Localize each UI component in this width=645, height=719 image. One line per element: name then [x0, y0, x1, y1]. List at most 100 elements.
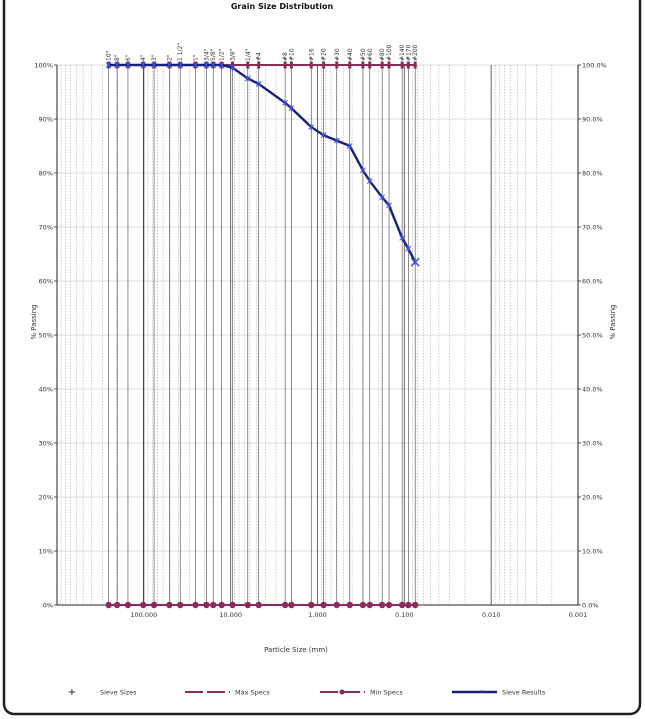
data-series	[105, 61, 420, 609]
y-tick-label-right: 0.0%	[582, 602, 599, 610]
series-point	[114, 62, 120, 68]
series-point	[333, 601, 340, 609]
series-point	[289, 61, 293, 69]
legend-item: * Sieve Results	[452, 689, 546, 697]
y-tick-label-left: 10%	[39, 548, 53, 556]
legend-symbol: +	[68, 687, 76, 698]
series-point	[406, 61, 410, 69]
series-point	[333, 137, 340, 144]
legend-label: Max Specs	[235, 689, 270, 697]
series-point	[257, 61, 261, 69]
y-tick-label-right: 80.0%	[582, 170, 603, 178]
series-point	[124, 601, 132, 609]
series-point	[113, 601, 121, 609]
legend-item: + Sieve Sizes	[68, 687, 137, 698]
x-tick-label: 1.000	[308, 611, 327, 619]
series-point	[308, 601, 315, 609]
y-tick-label-right: 90.0%	[582, 116, 603, 124]
series-point	[105, 62, 112, 68]
sieve-size-label: 1"	[193, 54, 200, 61]
legend-label: Min Specs	[370, 689, 403, 697]
sieve-size-label: 3/4"	[203, 48, 210, 61]
sieve-size-label: 3"	[151, 54, 158, 61]
series-point	[210, 601, 217, 609]
series-point	[380, 61, 384, 69]
sieve-size-label: #16	[308, 48, 315, 61]
y-tick-label-left: 70%	[39, 224, 53, 232]
series-point	[166, 62, 173, 68]
x-tick-label: 0.001	[569, 611, 588, 619]
series-point	[177, 601, 184, 609]
x-tick-label: 0.010	[482, 611, 501, 619]
series-point	[105, 601, 112, 609]
sieve-size-label: #140	[399, 44, 406, 61]
series-point	[150, 601, 158, 609]
sieve-size-label: 2"	[166, 54, 173, 61]
series-point	[320, 601, 327, 609]
y-tick-label-right: 60.0%	[582, 278, 603, 286]
series-point	[399, 234, 405, 241]
sieve-size-label: #4	[256, 52, 263, 61]
sieve-size-label: 1/2"	[219, 48, 226, 61]
sieve-size-label: 4"	[140, 54, 147, 61]
series-point	[192, 601, 199, 609]
series-point	[288, 601, 295, 609]
y-tick-label-right: 50.0%	[582, 332, 603, 340]
sieve-size-label: #80	[379, 48, 386, 61]
legend: + Sieve Sizes Max Specs Min Specs * Sieve Res…	[68, 687, 546, 698]
series-point	[244, 75, 251, 82]
series-point	[308, 124, 315, 131]
series-point	[411, 601, 419, 609]
sieve-size-label: 6"	[125, 54, 132, 61]
y-tick-label-right: 30.0%	[582, 440, 603, 448]
series-point	[366, 178, 373, 185]
y-tick-label-right: 70.0%	[582, 224, 603, 232]
series-point	[366, 601, 373, 609]
series-point	[413, 61, 417, 69]
y-axis-label-left: % Passing	[30, 304, 38, 339]
series-point	[379, 194, 386, 201]
series-end-point	[410, 257, 420, 267]
series-point	[322, 61, 326, 69]
series-point	[192, 62, 199, 68]
series-point	[203, 62, 210, 68]
y-tick-label-left: 20%	[39, 494, 53, 502]
y-tick-label-left: 80%	[39, 170, 53, 178]
y-tick-label-left: 40%	[39, 386, 53, 394]
sieve-size-label: #60	[367, 48, 374, 61]
series-point	[320, 132, 327, 139]
legend-label: Sieve Results	[502, 689, 546, 697]
sieve-size-label: 1/4"	[245, 48, 252, 61]
series-point	[398, 601, 406, 609]
series-point	[378, 601, 386, 609]
sieve-size-label: 8"	[114, 54, 121, 61]
series-point	[385, 601, 393, 609]
x-tick-label: 0.100	[395, 611, 414, 619]
y-tick-label-left: 60%	[39, 278, 53, 286]
series-point	[360, 167, 366, 174]
sieve-size-label: #100	[386, 44, 393, 61]
sieve-size-label: #200	[412, 44, 419, 61]
sieve-size-label: #170	[405, 44, 412, 61]
series-point	[125, 62, 131, 68]
sieve-size-label: #50	[360, 48, 367, 61]
legend-marker	[339, 689, 345, 695]
series-point	[281, 601, 289, 609]
series-point	[140, 601, 147, 609]
series-point	[368, 61, 372, 69]
y-axis-label-right: % Passing	[609, 304, 617, 339]
x-axis-label: Particle Size (mm)	[264, 646, 328, 654]
series-point	[288, 105, 295, 112]
series-point	[361, 61, 365, 69]
y-tick-label-right: 10.0%	[582, 548, 603, 556]
sieve-size-label: 3/8"	[230, 48, 237, 61]
sieve-size-label: #10	[288, 48, 295, 61]
legend-marker: *	[480, 689, 484, 697]
series-point	[346, 143, 353, 149]
series-point	[335, 61, 339, 69]
series-point	[282, 99, 288, 106]
series-point	[229, 64, 236, 71]
sieve-size-label: 1 1/2"	[177, 43, 184, 61]
